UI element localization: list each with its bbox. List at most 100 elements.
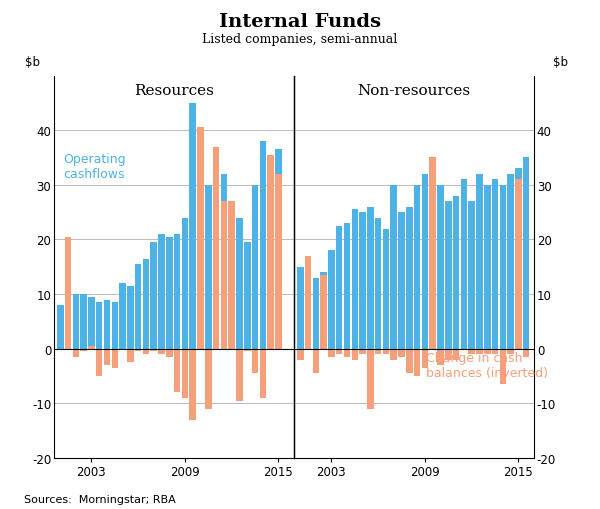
Bar (383, 349, 389, 354)
Bar (430, 158, 436, 349)
Bar (445, 202, 452, 349)
Bar (174, 349, 181, 392)
Bar (229, 202, 235, 349)
Bar (414, 349, 421, 376)
Bar (383, 229, 389, 349)
Bar (508, 349, 514, 354)
Bar (484, 185, 491, 349)
Bar (182, 218, 188, 349)
Bar (461, 180, 467, 349)
Bar (174, 235, 181, 349)
Bar (430, 169, 436, 349)
Bar (65, 281, 71, 349)
Bar (344, 349, 350, 357)
Bar (437, 349, 444, 365)
Bar (453, 349, 460, 360)
Bar (523, 158, 529, 349)
Bar (213, 191, 220, 349)
Bar (151, 349, 157, 352)
Bar (73, 295, 79, 349)
Bar (127, 286, 134, 349)
Bar (445, 349, 452, 360)
Bar (213, 147, 220, 349)
Bar (305, 257, 311, 349)
Bar (406, 207, 413, 349)
Bar (143, 259, 149, 349)
Bar (73, 349, 79, 357)
Bar (205, 185, 212, 349)
Bar (398, 213, 405, 349)
Text: Resources: Resources (134, 84, 214, 98)
Bar (166, 237, 173, 349)
Bar (229, 251, 235, 349)
Bar (143, 349, 149, 354)
Bar (244, 243, 251, 349)
Bar (352, 349, 358, 360)
Bar (197, 180, 204, 349)
Bar (469, 202, 475, 349)
Text: Internal Funds: Internal Funds (219, 13, 381, 31)
Text: Change in cash
balances (inverted): Change in cash balances (inverted) (426, 351, 548, 379)
Bar (260, 349, 266, 398)
Bar (297, 349, 304, 360)
Bar (469, 349, 475, 354)
Bar (359, 213, 366, 349)
Text: $b: $b (553, 56, 568, 69)
Bar (422, 349, 428, 368)
Bar (158, 235, 165, 349)
Text: Non-resources: Non-resources (358, 84, 470, 98)
Bar (135, 265, 142, 349)
Bar (375, 218, 382, 349)
Bar (268, 185, 274, 349)
Bar (484, 349, 491, 354)
Bar (104, 349, 110, 365)
Bar (252, 349, 259, 374)
Bar (336, 227, 343, 349)
Bar (205, 349, 212, 409)
Bar (88, 346, 95, 349)
Bar (344, 223, 350, 349)
Bar (119, 284, 126, 349)
Bar (297, 267, 304, 349)
Bar (182, 349, 188, 398)
Bar (352, 210, 358, 349)
Bar (275, 150, 281, 349)
Bar (305, 257, 311, 349)
Bar (197, 128, 204, 349)
Bar (359, 349, 366, 354)
Bar (515, 180, 521, 349)
Bar (65, 237, 71, 349)
Bar (96, 303, 103, 349)
Bar (221, 175, 227, 349)
Bar (398, 349, 405, 357)
Bar (236, 349, 243, 401)
Bar (112, 303, 118, 349)
Bar (515, 169, 521, 349)
Bar (252, 185, 259, 349)
Bar (104, 300, 110, 349)
Bar (500, 185, 506, 349)
Bar (422, 175, 428, 349)
Bar (80, 295, 87, 349)
Bar (158, 349, 165, 354)
Bar (492, 180, 499, 349)
Bar (260, 142, 266, 349)
Bar (127, 349, 134, 362)
Bar (320, 275, 327, 349)
Bar (453, 196, 460, 349)
Bar (508, 175, 514, 349)
Bar (336, 349, 343, 354)
Bar (236, 218, 243, 349)
Bar (275, 175, 281, 349)
Bar (437, 185, 444, 349)
Bar (190, 104, 196, 349)
Bar (96, 349, 103, 376)
Bar (391, 349, 397, 360)
Bar (313, 349, 319, 374)
Bar (88, 297, 95, 349)
Text: Sources:  Morningstar; RBA: Sources: Morningstar; RBA (24, 494, 176, 504)
Bar (328, 251, 335, 349)
Bar (166, 349, 173, 357)
Bar (328, 349, 335, 357)
Bar (375, 349, 382, 354)
